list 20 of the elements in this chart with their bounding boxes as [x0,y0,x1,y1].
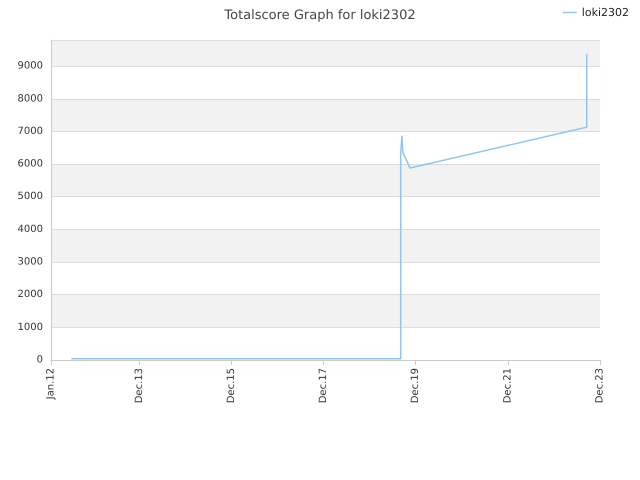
y-tick-label: 4000 [18,224,43,235]
x-tick-label: Jan.12 [46,368,56,400]
y-tick-label: 5000 [18,191,43,202]
x-tick-label: Dec.23 [594,368,606,404]
x-tick-label: Dec.17 [318,368,330,404]
x-tick-label: Dec.13 [134,368,145,404]
y-tick-label: 3000 [18,256,43,268]
x-tick-label: Dec.19 [410,368,422,404]
legend-label: loki2302 [582,6,630,19]
x-tick-label: Dec.21 [502,368,514,404]
chart-title: Totalscore Graph for loki2302 [223,8,416,23]
y-tick-label: 8000 [18,93,43,104]
y-tick-label: 6000 [18,158,43,170]
x-tick-label: Dec.15 [226,368,237,404]
y-tick-label: 7000 [18,126,43,137]
y-tick-label: 1000 [18,322,43,333]
y-tick-label: 2000 [18,289,43,300]
y-tick-label: 0 [36,354,43,366]
y-tick-label: 9000 [18,60,43,72]
line-series [71,54,588,360]
